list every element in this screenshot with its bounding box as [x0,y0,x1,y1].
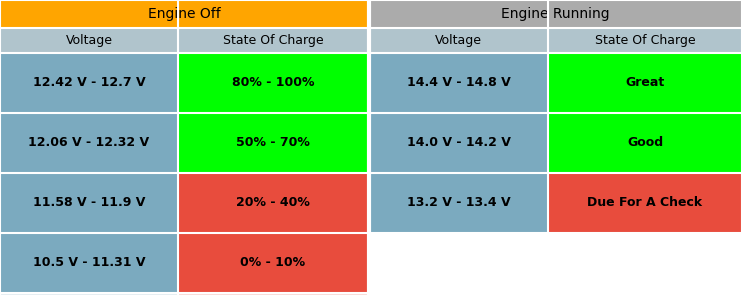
Text: State Of Charge: State Of Charge [594,34,695,47]
Bar [178,233,368,293]
Text: 14.0 V - 14.2 V: 14.0 V - 14.2 V [407,137,510,150]
Bar [0,0,368,28]
Bar [369,53,548,113]
Text: 80% - 100%: 80% - 100% [232,76,315,89]
Bar [369,113,548,173]
Text: Good: Good [627,137,663,150]
Text: 50% - 70%: 50% - 70% [236,137,310,150]
Text: Engine Off: Engine Off [148,7,220,21]
Bar [548,28,742,53]
Text: Due For A Check: Due For A Check [588,196,703,209]
Bar [0,113,178,173]
Text: Great: Great [626,76,665,89]
Text: Voltage: Voltage [65,34,113,47]
Text: 14.4 V - 14.8 V: 14.4 V - 14.8 V [407,76,510,89]
Bar [178,173,368,233]
Text: 0% - 10%: 0% - 10% [240,256,306,270]
Text: State Of Charge: State Of Charge [223,34,324,47]
Bar [548,173,742,233]
Bar [369,173,548,233]
Bar [548,53,742,113]
Text: 11.58 V - 11.9 V: 11.58 V - 11.9 V [33,196,145,209]
Bar [0,53,178,113]
Text: 12.06 V - 12.32 V: 12.06 V - 12.32 V [28,137,150,150]
Text: 20% - 40%: 20% - 40% [236,196,310,209]
Bar [369,28,548,53]
Text: 10.5 V - 11.31 V: 10.5 V - 11.31 V [33,256,145,270]
Bar [178,53,368,113]
Text: 12.42 V - 12.7 V: 12.42 V - 12.7 V [33,76,145,89]
Bar [548,113,742,173]
Text: Voltage: Voltage [435,34,482,47]
Bar [369,0,742,28]
Bar [369,233,548,293]
Bar [0,233,178,293]
Text: 13.2 V - 13.4 V: 13.2 V - 13.4 V [407,196,510,209]
Text: Engine Running: Engine Running [501,7,610,21]
Bar [548,233,742,293]
Bar [0,173,178,233]
Bar [0,28,178,53]
Bar [178,28,368,53]
Bar [178,113,368,173]
